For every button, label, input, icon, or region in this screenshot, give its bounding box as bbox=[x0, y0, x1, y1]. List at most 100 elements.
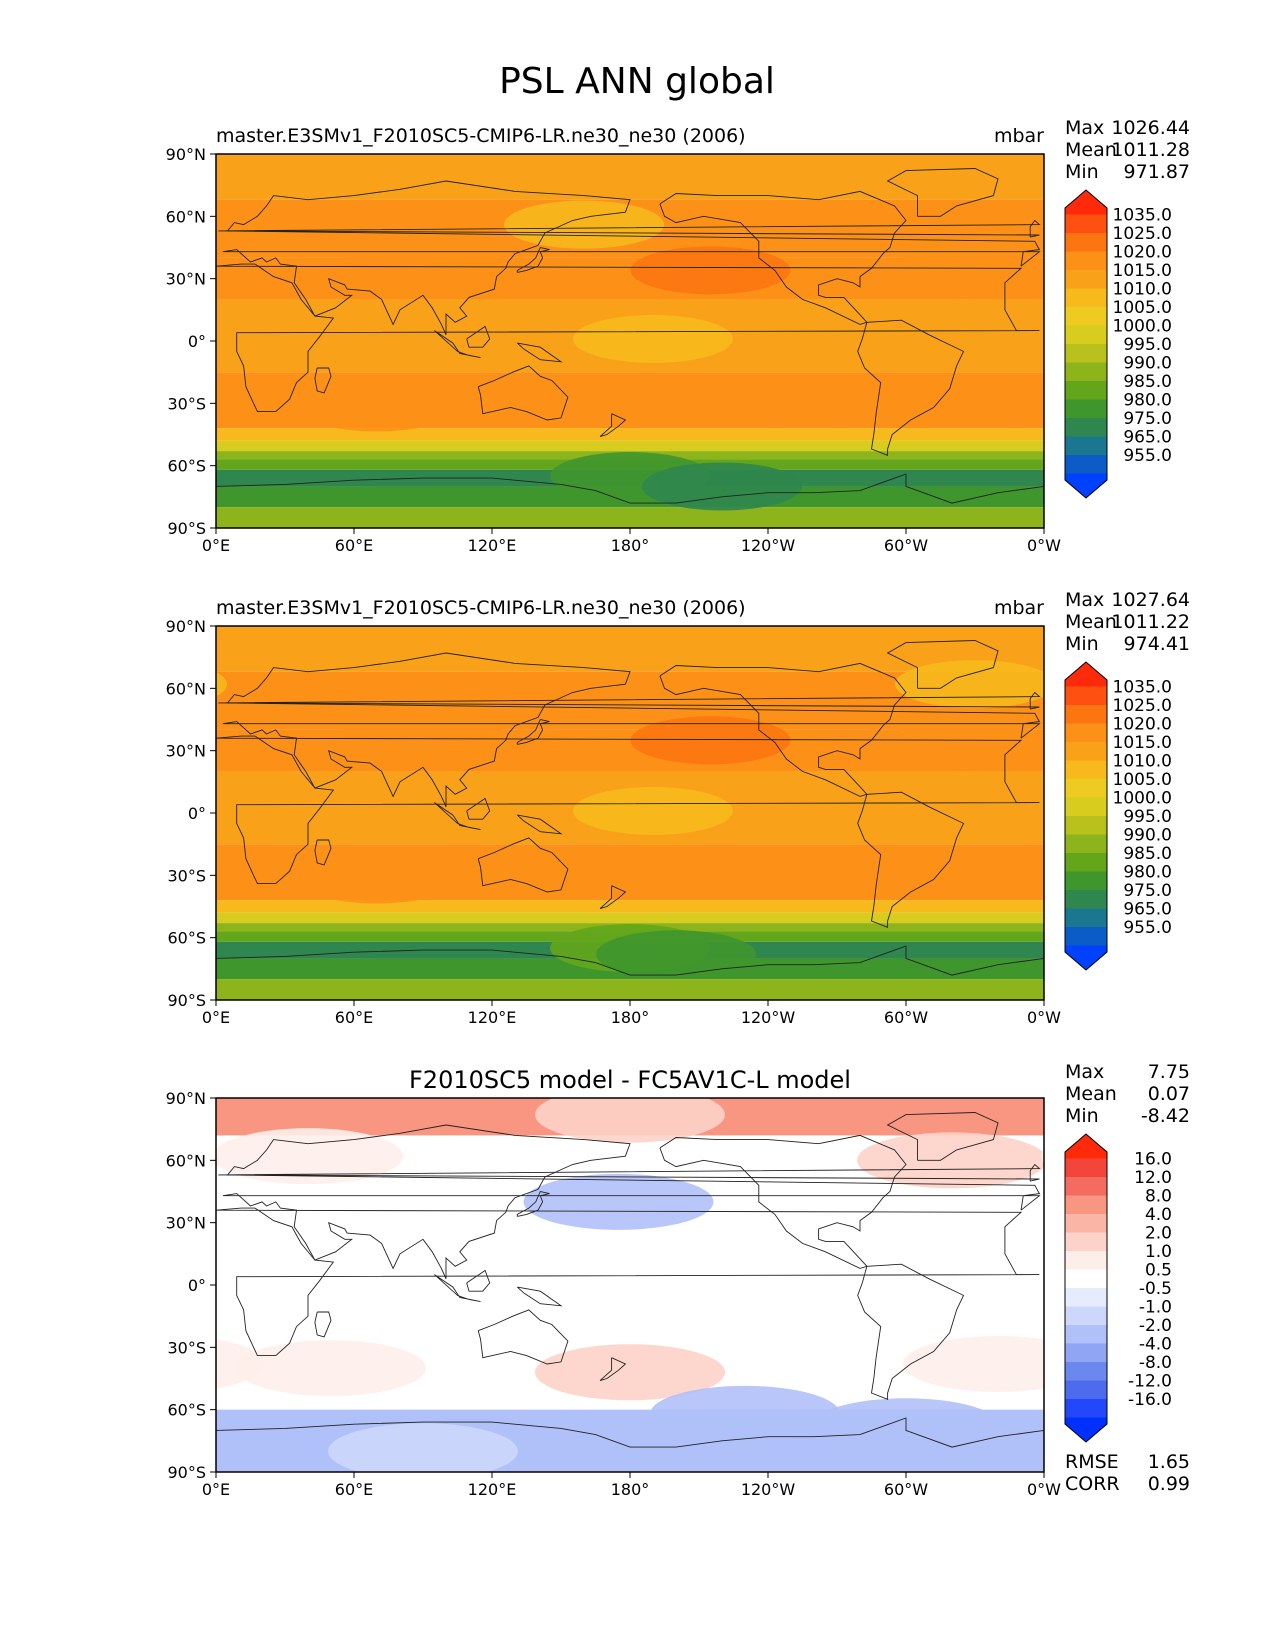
region-north-atlantic-positive bbox=[857, 1132, 1044, 1189]
units-label: mbar bbox=[994, 597, 1044, 619]
coastline-7 bbox=[314, 367, 332, 394]
region-subtropical-high-south-indian bbox=[297, 855, 457, 904]
coastline-1 bbox=[222, 652, 1041, 807]
y-tick-label: 60°S bbox=[167, 929, 206, 948]
x-tick-label: 60°E bbox=[335, 1480, 373, 1499]
coastline-11 bbox=[434, 802, 481, 831]
x-tick-label: 60°E bbox=[335, 1008, 373, 1027]
colorbar-swatch bbox=[1065, 399, 1107, 419]
y-tick-label: 60°S bbox=[167, 1401, 206, 1420]
colorbar-swatch bbox=[1065, 288, 1107, 308]
x-tick-label: 60°W bbox=[884, 1480, 928, 1499]
region-greenland-low bbox=[895, 660, 1044, 709]
colorbar-label: 4.0 bbox=[1145, 1205, 1172, 1225]
x-tick-label: 180° bbox=[611, 536, 650, 555]
x-tick-label: 120°W bbox=[741, 1008, 796, 1027]
region-subtropical-high-south-pacific-wrap bbox=[0, 851, 55, 899]
stat-value-min: 971.87 bbox=[1124, 161, 1190, 183]
stat-label-max: Max bbox=[1065, 1061, 1104, 1083]
colorbar-label: 1035.0 bbox=[1113, 206, 1172, 226]
colorbar-label: 955.0 bbox=[1123, 918, 1172, 938]
y-tick-label: 30°S bbox=[167, 1338, 206, 1357]
stat-label-max: Max bbox=[1065, 117, 1104, 139]
colorbar-label: 985.0 bbox=[1123, 844, 1172, 864]
lat-band-0 bbox=[216, 154, 1044, 200]
colorbar-outline bbox=[1064, 189, 1108, 499]
colorbar-extend-bottom bbox=[1065, 945, 1107, 970]
colorbar-swatch bbox=[1065, 270, 1107, 289]
coastline-11 bbox=[434, 1274, 481, 1303]
colorbar-label: -1.0 bbox=[1139, 1298, 1172, 1318]
coastline-5 bbox=[477, 1309, 569, 1365]
panel-title: master.E3SMv1_F2010SC5-CMIP6-LR.ne30_ne3… bbox=[216, 597, 746, 619]
x-tick-label: 120°E bbox=[468, 1480, 517, 1499]
lat-band-6 bbox=[216, 440, 1044, 452]
colorbar-swatch bbox=[1065, 1195, 1107, 1215]
panel-title: F2010SC5 model - FC5AV1C-L model bbox=[409, 1066, 851, 1094]
y-tick-label: 60°N bbox=[166, 679, 206, 698]
region-subtropical-high-south-indian bbox=[297, 383, 457, 432]
coastline-3 bbox=[857, 1263, 965, 1400]
region-south-atlantic-positive-wrap bbox=[216, 1339, 265, 1389]
stat-value-min: 974.41 bbox=[1124, 633, 1190, 655]
colorbar-label: 1025.0 bbox=[1113, 696, 1172, 716]
x-tick-label: 0°E bbox=[202, 1008, 230, 1027]
colorbar-swatch bbox=[1065, 307, 1107, 326]
colorbar-label: 8.0 bbox=[1145, 1187, 1172, 1207]
y-tick-label: 60°N bbox=[166, 207, 206, 226]
panel-2: 0°E 60°E 120°E 180° 120°W 60°W 0°W 90°N 60°N 30°N… bbox=[0, 589, 1190, 1027]
colorbar-label: 1035.0 bbox=[1113, 678, 1172, 698]
lat-band-11 bbox=[216, 979, 1044, 1000]
coastline-1 bbox=[222, 180, 1041, 335]
panel-1: 0°E 60°E 120°E 180° 120°W 60°W 0°W 90°N 60°N 30°N… bbox=[166, 117, 1190, 555]
stat-value-corr: 0.99 bbox=[1148, 1473, 1190, 1495]
colorbar-label: 975.0 bbox=[1123, 409, 1172, 429]
colorbar-swatch bbox=[1065, 233, 1107, 252]
colorbar-label: -4.0 bbox=[1139, 1335, 1172, 1355]
coastline-2 bbox=[659, 662, 907, 797]
colorbar-label: 2.0 bbox=[1145, 1224, 1172, 1244]
y-tick-label: 30°N bbox=[166, 270, 206, 289]
x-tick-label: 60°W bbox=[884, 1008, 928, 1027]
colorbar-label: 990.0 bbox=[1123, 354, 1172, 374]
colorbar-label: 995.0 bbox=[1123, 335, 1172, 355]
colorbar-label: -16.0 bbox=[1128, 1390, 1172, 1410]
colorbar-swatch bbox=[1065, 927, 1107, 946]
colorbar-swatch bbox=[1065, 325, 1107, 345]
colorbar-label: 1010.0 bbox=[1113, 752, 1172, 772]
x-tick-label: 0°W bbox=[1027, 1480, 1061, 1499]
colorbar-swatch bbox=[1065, 1325, 1107, 1344]
colorbar-label: 980.0 bbox=[1123, 863, 1172, 883]
colorbar: 1035.01025.01020.01015.01010.01005.01000… bbox=[1064, 189, 1172, 499]
region-subtropical-high-south-atlantic bbox=[941, 375, 1044, 424]
y-tick-label: 30°N bbox=[166, 1214, 206, 1233]
y-tick-label: 30°S bbox=[167, 866, 206, 885]
coastline-12 bbox=[466, 325, 491, 348]
colorbar-label: 1010.0 bbox=[1113, 280, 1172, 300]
coastline-0 bbox=[216, 735, 1040, 885]
figure-title: PSL ANN global bbox=[499, 61, 775, 102]
units-label: mbar bbox=[994, 125, 1044, 147]
colorbar-swatch bbox=[1065, 344, 1107, 363]
colorbar: 16.012.08.04.02.01.00.5-0.5-1.0-2.0-4.0-… bbox=[1064, 1133, 1172, 1443]
colorbar-label: 955.0 bbox=[1123, 446, 1172, 466]
y-tick-label: 90°S bbox=[167, 991, 206, 1010]
stat-value-rmse: 1.65 bbox=[1148, 1451, 1190, 1473]
coastline-1 bbox=[222, 1124, 1041, 1279]
region-west-antarctica-negative-wrap bbox=[0, 1398, 173, 1454]
colorbar-label: -2.0 bbox=[1139, 1316, 1172, 1336]
region-southern-ocean-negative-wrap bbox=[0, 1386, 12, 1442]
colorbar-extend-top bbox=[1065, 662, 1107, 687]
colorbar-label: 990.0 bbox=[1123, 826, 1172, 846]
colorbar-swatch bbox=[1065, 214, 1107, 234]
coastline-12 bbox=[466, 1269, 491, 1292]
colorbar-label: 1000.0 bbox=[1113, 789, 1172, 809]
coastline-4 bbox=[886, 168, 999, 217]
coastline-5 bbox=[477, 837, 569, 893]
colorbar-swatch bbox=[1065, 1232, 1107, 1252]
colorbar-label: 12.0 bbox=[1134, 1168, 1172, 1188]
colorbar-swatch bbox=[1065, 742, 1107, 761]
stat-label-min: Min bbox=[1065, 161, 1099, 183]
region-south-pacific-positive bbox=[535, 1344, 725, 1401]
